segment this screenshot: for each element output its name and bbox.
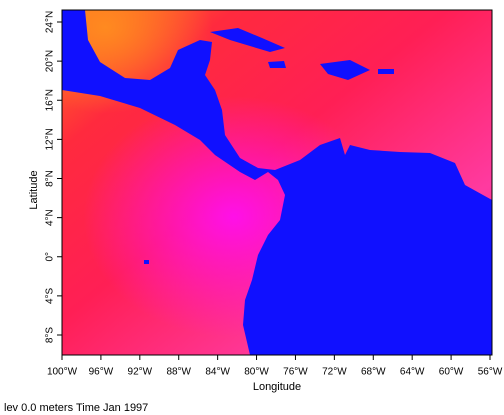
x-tick-label: 88°W <box>166 367 191 378</box>
y-tick-label: 4°N <box>45 209 56 226</box>
land <box>62 10 492 355</box>
x-tick-label: 68°W <box>361 367 386 378</box>
x-tick-label: 92°W <box>128 367 153 378</box>
x-tick-label: 60°W <box>439 367 464 378</box>
x-tick-label: 64°W <box>400 367 425 378</box>
map-area <box>62 10 492 355</box>
x-tick-label: 84°W <box>205 367 230 378</box>
hispaniola <box>320 60 370 80</box>
footer: lev 0.0 meters Time Jan 1997 <box>4 402 148 414</box>
x-tick-label: 72°W <box>322 367 347 378</box>
axes: 100°W 96°W 92°W 88°W 84°W 80°W 76°W 72°W 68°W 64°… <box>45 11 503 378</box>
y-tick-label: 0° <box>45 252 56 262</box>
mainland <box>62 10 492 355</box>
y-axis-label: Latitude <box>28 170 40 209</box>
y-tick-label: 4°S <box>45 287 56 304</box>
y-tick-label: 8°N <box>45 170 56 187</box>
y-tick-label: 12°N <box>45 128 56 150</box>
x-tick-label: 76°W <box>283 367 308 378</box>
jamaica <box>268 61 286 68</box>
cuba <box>210 28 285 52</box>
x-tick-label: 96°W <box>89 367 114 378</box>
y-tick-label: 8°S <box>45 327 56 344</box>
x-axis-label: Longitude <box>253 381 301 393</box>
x-tick-label: 80°W <box>244 367 269 378</box>
y-tick-label: 20°N <box>45 50 56 72</box>
x-tick-label: 100°W <box>47 367 78 378</box>
y-tick-label: 24°N <box>45 11 56 33</box>
puerto-rico <box>378 69 394 74</box>
y-tick-label: 16°N <box>45 89 56 111</box>
island <box>144 260 149 264</box>
plot-frame <box>61 9 493 356</box>
x-tick-label: 56°W <box>478 367 503 378</box>
